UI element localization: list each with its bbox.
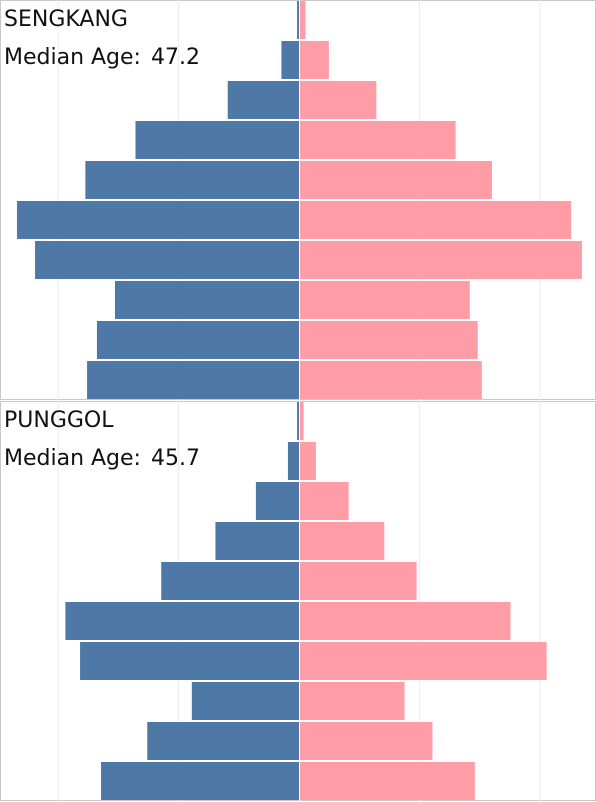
panel-punggol: PUNGGOL Median Age: 45.7: [0, 401, 596, 801]
bar-left: [135, 121, 299, 159]
bar-right: [300, 642, 547, 680]
bar-left: [227, 81, 299, 119]
bar-right: [300, 121, 456, 159]
bar-right: [300, 281, 470, 319]
bar-right: [300, 602, 511, 640]
bar-left: [87, 361, 300, 399]
bar-left: [161, 562, 299, 600]
bar-left: [297, 1, 299, 39]
bar-left: [85, 161, 299, 199]
bar-right: [300, 241, 583, 279]
bar-left: [65, 602, 299, 640]
bar-left: [287, 442, 299, 480]
bar-left: [215, 522, 299, 560]
median-age-label: Median Age:: [4, 446, 141, 471]
bar-right: [300, 442, 316, 480]
bar-right: [300, 562, 417, 600]
pyramid-sengkang: [0, 0, 596, 400]
bar-left: [101, 762, 300, 800]
bar-right: [300, 1, 306, 39]
bar-right: [300, 762, 475, 800]
bar-right: [300, 321, 478, 359]
bar-right: [300, 161, 492, 199]
bar-left: [297, 402, 299, 440]
panel-title: SENGKANG: [4, 7, 128, 32]
bar-right: [300, 722, 433, 760]
bar-right: [300, 522, 385, 560]
bar-left: [114, 281, 300, 319]
bar-left: [147, 722, 299, 760]
bar-right: [300, 361, 482, 399]
bar-right: [300, 402, 304, 440]
median-age: Median Age: 47.2: [4, 44, 200, 72]
median-age-label: Median Age:: [4, 45, 141, 70]
median-age: Median Age: 45.7: [4, 445, 200, 473]
bar-right: [300, 41, 329, 79]
bar-right: [300, 482, 349, 520]
bar-left: [281, 41, 299, 79]
bar-left: [80, 642, 300, 680]
bar-left: [96, 321, 299, 359]
bar-right: [300, 682, 405, 720]
bar-right: [300, 81, 377, 119]
panel-sengkang: SENGKANG Median Age: 47.2: [0, 0, 596, 400]
bar-left: [255, 482, 299, 520]
bar-left: [191, 682, 299, 720]
bar-right: [300, 201, 572, 239]
median-age-value: 45.7: [150, 446, 200, 471]
bar-left: [35, 241, 300, 279]
panel-title: PUNGGOL: [4, 408, 114, 433]
bar-left: [16, 201, 299, 239]
median-age-value: 47.2: [150, 45, 200, 70]
